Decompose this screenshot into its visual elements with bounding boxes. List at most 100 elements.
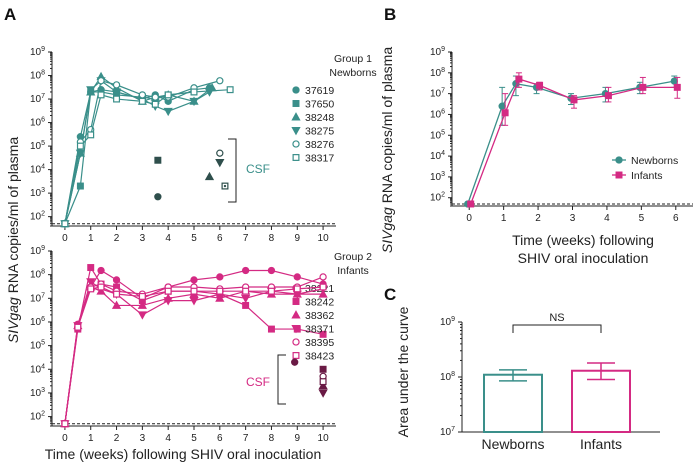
panel-b-ylabel-gene: SIVgag	[379, 207, 395, 253]
panel-b-ylabel-rest: RNA copies/ml of plasma	[379, 47, 395, 207]
group1-subtitle: Newborns	[329, 67, 376, 79]
panel-a-top-point-38317	[151, 100, 159, 108]
panel-a-top-x-tick-label: 6	[217, 233, 223, 244]
panel-a-bottom-x-tick-label: 7	[243, 433, 249, 444]
panel-a-top-csf-point-38275	[215, 159, 225, 168]
panel-a-ylabel-gene: SIVgag	[5, 297, 21, 343]
panel-a-top-csf-point-38317	[221, 182, 229, 190]
panel-a-top-y-tick-base: 10	[30, 118, 42, 129]
panel-a-top-y-tick-base: 10	[30, 47, 42, 58]
panel-a-top-legend-marker-38317	[292, 154, 300, 161]
panel-a-bottom-y-tick-exp: 5	[41, 340, 45, 347]
panel-a-bottom-x-tick-label: 1	[88, 433, 94, 444]
panel-a-top-y-tick-label: 106	[30, 117, 45, 129]
panel-a-top-y-tick-base: 10	[30, 165, 42, 176]
panel-a-bottom-point-38242	[242, 301, 250, 309]
panel-a-top-y-tick-label: 107	[30, 93, 45, 105]
panel-b-y-tick-label: 103	[430, 171, 445, 183]
panel-a-top-point-38276	[97, 77, 105, 85]
panel-b-x-tick-label: 1	[501, 213, 507, 224]
panel-a-top-legend-marker-37650	[292, 100, 300, 107]
panel-a-bottom-point-38221	[293, 273, 301, 281]
panel-a-bottom-y-tick-base: 10	[30, 270, 42, 281]
panel-a-top-x-tick-label: 0	[62, 233, 68, 244]
panel-a-ylabel: SIVgag RNA copies/ml of plasma	[5, 137, 21, 343]
panel-a-bottom-legend-label: 38395	[305, 337, 334, 349]
panel-a-top-point-38317	[138, 97, 146, 105]
panel-a-bottom-y-tick-base: 10	[30, 293, 42, 304]
panel-a-bottom-y-tick-base: 10	[30, 388, 42, 399]
panel-a-bottom-legend-marker-38362	[291, 310, 301, 319]
panel-b-series-line-Newborns	[467, 80, 675, 205]
panel-a-top-csf-point-38276	[216, 149, 224, 157]
panel-a-bottom-point-38423	[138, 292, 146, 300]
panel-a-top-y-tick-exp: 6	[41, 117, 45, 124]
panel-a-top-y-tick-exp: 3	[41, 187, 45, 194]
panel-c-bar-Infants	[571, 369, 631, 434]
panel-a-top-point-38276	[216, 77, 224, 85]
panel-a-top-y-tick-base: 10	[30, 141, 42, 152]
panel-a-xlabel: Time (weeks) following SHIV oral inocula…	[45, 446, 321, 462]
panel-b-x-tick-label: 2	[535, 213, 541, 224]
csf-label-bottom: CSF	[246, 375, 270, 389]
panel-c-y-tick-label: 109	[440, 316, 455, 328]
panel-a-top-y-tick-exp: 5	[41, 140, 45, 147]
panel-b-point-Infants	[639, 83, 647, 91]
panel-b-y-tick-base: 10	[430, 47, 442, 58]
panel-b-y-tick-label: 109	[430, 46, 445, 58]
panel-a-bottom-csf-point-38423	[319, 378, 327, 386]
panel-b-legend-label: Infants	[631, 170, 663, 182]
panel-a-top-csf-point-37650	[154, 156, 162, 164]
panel-a-bottom-y-tick-exp: 3	[41, 387, 45, 394]
panel-b-y-tick-exp: 9	[441, 46, 445, 53]
panel-b-y-tick-label: 102	[430, 192, 445, 204]
panel-a-bottom-point-38371	[189, 297, 199, 306]
panel-a-bottom-y-tick-label: 103	[30, 387, 45, 399]
panel-a-bottom-point-38423	[61, 420, 69, 428]
group2-title: Group 2	[334, 251, 372, 263]
panel-b-y-tick-exp: 3	[441, 171, 445, 178]
panel-b-y-tick-exp: 5	[441, 129, 445, 136]
panel-a-bottom-y-tick-label: 108	[30, 269, 45, 281]
panel-a-top-x-tick-label: 2	[114, 233, 120, 244]
panel-a-bottom-y-tick-label: 109	[30, 245, 45, 257]
panel-a-top-point-38317	[87, 131, 95, 139]
panel-a-bottom-y-tick-label: 102	[30, 411, 45, 423]
panel-a-bottom-y-tick-label: 107	[30, 292, 45, 304]
panel-b-x-tick-label: 5	[639, 213, 645, 224]
panel-b-y-tick-base: 10	[430, 193, 442, 204]
panel-c-y-tick-label: 108	[440, 371, 455, 383]
panel-c-category-label: Newborns	[481, 436, 544, 452]
panel-a-bottom-x-tick-label: 4	[165, 433, 171, 444]
panel-a-bottom-y-tick-label: 104	[30, 363, 45, 375]
panel-b-x-tick-label: 4	[604, 213, 610, 224]
panel-a-bottom-y-tick-exp: 7	[41, 292, 45, 299]
panel-c-label: C	[384, 285, 396, 304]
panel-a-top-y-tick-base: 10	[30, 212, 42, 223]
panel-a-bottom-point-38423	[113, 290, 121, 298]
panel-b-x-tick-label: 6	[673, 213, 679, 224]
panel-a-bottom-y-tick-base: 10	[30, 412, 42, 423]
panel-a-bottom-point-38362	[137, 300, 147, 309]
panel-a-bottom-y-tick-label: 106	[30, 316, 45, 328]
panel-a-bottom-point-38242	[87, 264, 95, 272]
panel-a-bottom-x-tick-label: 9	[294, 433, 300, 444]
panel-a-top-legend-marker-37619	[292, 86, 300, 94]
panel-b-y-tick-label: 107	[430, 88, 445, 100]
panel-a-top-legend-label: 38248	[305, 112, 334, 124]
panel-a-bottom-legend-label: 38242	[305, 297, 334, 309]
panel-b-y-tick-base: 10	[430, 89, 442, 100]
panel-a-top-point-38317	[97, 91, 105, 99]
panel-a-bottom-y-tick-base: 10	[30, 317, 42, 328]
panel-b-x-tick-label: 3	[570, 213, 576, 224]
panel-a-top-x-tick-label: 4	[165, 233, 171, 244]
panel-a-top-y-tick-exp: 8	[41, 70, 45, 77]
panel-a-bottom-point-38221	[241, 266, 250, 275]
panel-a-bottom-point-38423	[267, 287, 275, 295]
panel-a-top-point-38317	[226, 86, 234, 94]
panel-a-bottom-point-38423	[319, 283, 327, 291]
panel-c-y-tick-base: 10	[440, 427, 452, 438]
